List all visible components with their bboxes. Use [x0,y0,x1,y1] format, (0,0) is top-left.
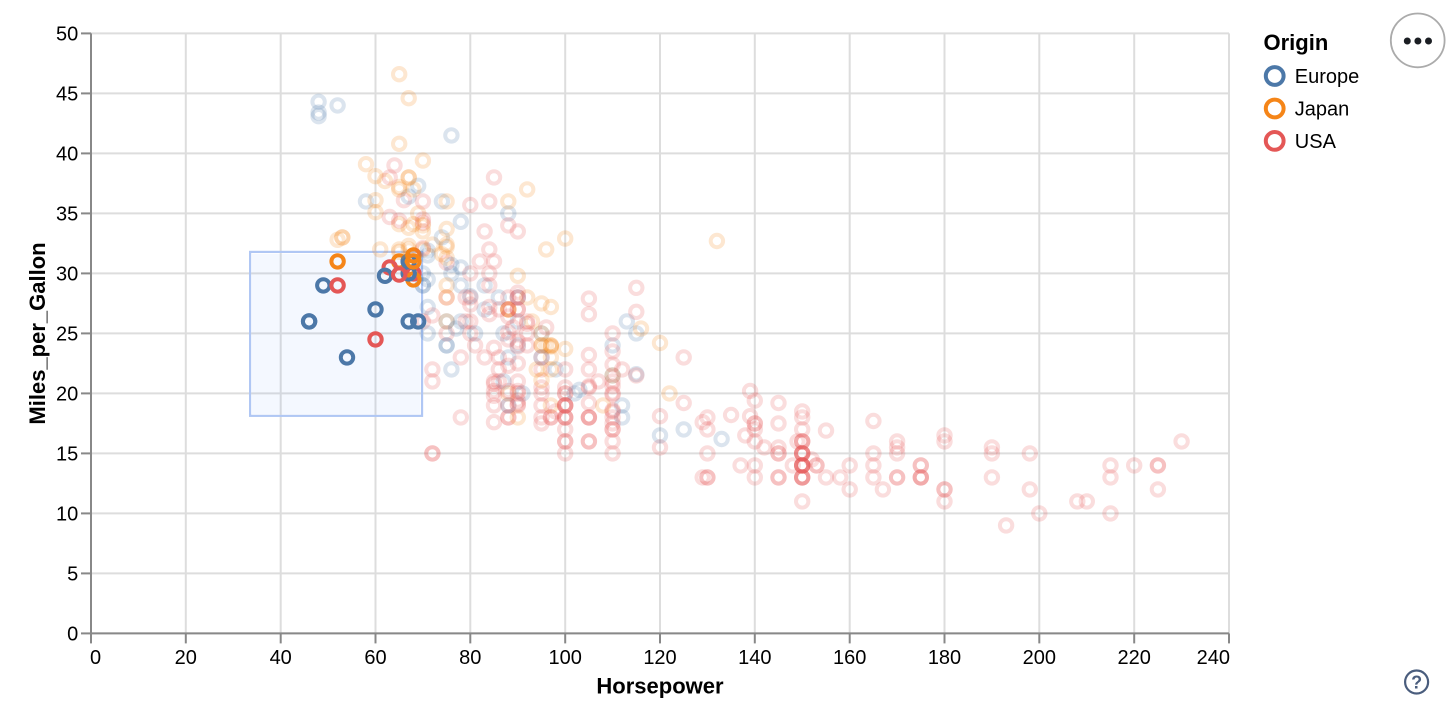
svg-text:Europe: Europe [1295,66,1360,88]
svg-text:45: 45 [56,83,78,105]
svg-text:Horsepower: Horsepower [596,674,724,699]
svg-text:240: 240 [1197,647,1230,669]
svg-text:50: 50 [56,23,78,45]
svg-text:Miles_per_Gallon: Miles_per_Gallon [25,242,50,424]
svg-text:35: 35 [56,203,78,225]
svg-text:140: 140 [738,647,771,669]
svg-text:40: 40 [270,647,292,669]
svg-text:Japan: Japan [1295,99,1350,121]
svg-text:80: 80 [459,647,481,669]
svg-text:160: 160 [833,647,866,669]
svg-text:220: 220 [1118,647,1151,669]
svg-text:15: 15 [56,443,78,465]
svg-text:0: 0 [90,647,101,669]
svg-text:?: ? [1411,672,1422,692]
svg-text:20: 20 [56,383,78,405]
svg-text:20: 20 [175,647,197,669]
svg-text:10: 10 [56,503,78,525]
svg-text:0: 0 [67,623,78,645]
svg-text:180: 180 [928,647,961,669]
svg-text:60: 60 [364,647,386,669]
svg-text:40: 40 [56,143,78,165]
svg-text:5: 5 [67,563,78,585]
svg-text:30: 30 [56,263,78,285]
svg-text:120: 120 [643,647,676,669]
svg-text:100: 100 [549,647,582,669]
svg-text:USA: USA [1295,131,1337,153]
svg-text:200: 200 [1023,647,1056,669]
svg-text:Origin: Origin [1264,30,1329,55]
svg-text:25: 25 [56,323,78,345]
